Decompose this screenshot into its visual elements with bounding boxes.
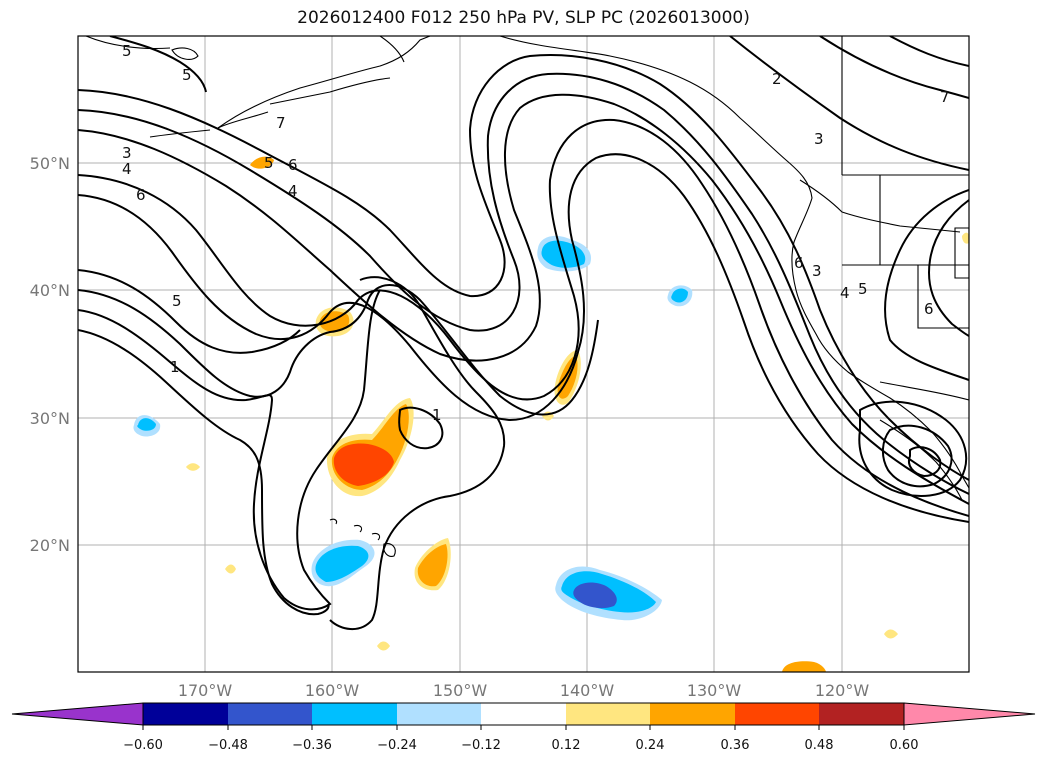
colorbar-extend-min xyxy=(11,702,144,726)
colorbar-tick-label: 0.48 xyxy=(805,738,834,753)
colorbar-segment xyxy=(735,703,819,725)
gridlines xyxy=(78,36,969,672)
contour-label: 5 xyxy=(182,66,192,84)
colorbar-outline xyxy=(142,702,905,726)
contour-label: 3 xyxy=(812,262,822,280)
colorbar-tick-label: −0.60 xyxy=(123,738,163,753)
contour-label: 7 xyxy=(940,88,950,106)
pv-positive-anomaly xyxy=(884,629,898,639)
lat-label: 40°N xyxy=(30,281,70,300)
lat-label: 30°N xyxy=(30,409,70,428)
contour-label: 4 xyxy=(288,182,298,200)
contour-labels: 5 5 3 4 6 5 1 7 5 6 4 1 2 3 3 4 5 6 7 6 xyxy=(122,42,950,424)
map-frame xyxy=(78,36,969,672)
colorbar-segment xyxy=(312,703,397,725)
lon-label: 130°W xyxy=(687,681,742,700)
lon-label: 170°W xyxy=(178,681,233,700)
colorbar-tick-label: 0.12 xyxy=(552,738,581,753)
pv-positive-anomaly xyxy=(250,156,274,169)
colorbar-tick-label: 0.24 xyxy=(636,738,665,753)
contour-label: 1 xyxy=(170,358,180,376)
contour-label: 2 xyxy=(772,70,782,88)
colorbar-segment xyxy=(819,703,904,725)
pv-negative-anomaly xyxy=(573,582,617,609)
longitude-labels: 170°W 160°W 150°W 140°W 130°W 120°W xyxy=(178,681,870,700)
colorbar-tick-label: 0.36 xyxy=(721,738,750,753)
pv-positive-anomaly xyxy=(962,232,969,244)
lat-label: 50°N xyxy=(30,154,70,173)
colorbar-extend-max xyxy=(903,702,1036,726)
colorbar-segment xyxy=(397,703,481,725)
lon-label: 160°W xyxy=(305,681,360,700)
contour-label: 4 xyxy=(840,284,850,302)
colorbar-segment xyxy=(143,703,228,725)
pv-positive-anomaly xyxy=(782,661,826,672)
latitude-labels: 50°N 40°N 30°N 20°N xyxy=(30,154,70,555)
map-border xyxy=(77,35,970,673)
colorbar-segment xyxy=(481,703,566,725)
lat-label: 20°N xyxy=(30,536,70,555)
colorbar-tick-label: −0.24 xyxy=(377,738,417,753)
colorbar: −0.60 −0.48 −0.36 −0.24 −0.12 0.12 0.24 … xyxy=(11,702,1036,753)
map-title: 2026012400 F012 250 hPa PV, SLP PC (2026… xyxy=(297,8,750,28)
pv-positive-anomaly xyxy=(333,443,394,486)
contour-label: 6 xyxy=(794,254,804,272)
pv-positive-anomaly xyxy=(377,641,390,651)
pv-positive-anomaly xyxy=(186,463,200,471)
contour-label: 5 xyxy=(172,292,182,310)
colorbar-tick-label: −0.12 xyxy=(461,738,501,753)
colorbar-segment xyxy=(228,703,312,725)
contour-label: 5 xyxy=(122,42,132,60)
lon-label: 150°W xyxy=(433,681,488,700)
contour-label: 3 xyxy=(122,144,132,162)
pv-negative-anomaly xyxy=(671,288,688,303)
pv-anomaly-shading xyxy=(133,156,969,672)
colorbar-tick-label: −0.48 xyxy=(208,738,248,753)
colorbar-segment xyxy=(566,703,650,725)
contour-label: 4 xyxy=(122,160,132,178)
contour-label: 6 xyxy=(136,186,146,204)
pv-negative-anomaly xyxy=(137,418,156,431)
coastlines xyxy=(85,36,969,557)
lon-label: 120°W xyxy=(815,681,870,700)
contour-label: 7 xyxy=(276,114,286,132)
contour-label: 1 xyxy=(432,406,442,424)
colorbar-tick-label: 0.60 xyxy=(890,738,919,753)
contour-label: 3 xyxy=(814,130,824,148)
pv-negative-anomaly xyxy=(315,545,369,582)
colorbar-tick-label: −0.36 xyxy=(292,738,332,753)
lon-label: 140°W xyxy=(560,681,615,700)
colorbar-segment xyxy=(650,703,735,725)
contour-label: 5 xyxy=(858,280,868,298)
pv-positive-anomaly xyxy=(417,544,448,587)
slp-contours xyxy=(78,36,969,630)
contour-label: 6 xyxy=(924,300,934,318)
contour-label: 6 xyxy=(288,156,298,174)
pv-positive-anomaly xyxy=(225,564,236,574)
contour-label: 5 xyxy=(264,154,274,172)
